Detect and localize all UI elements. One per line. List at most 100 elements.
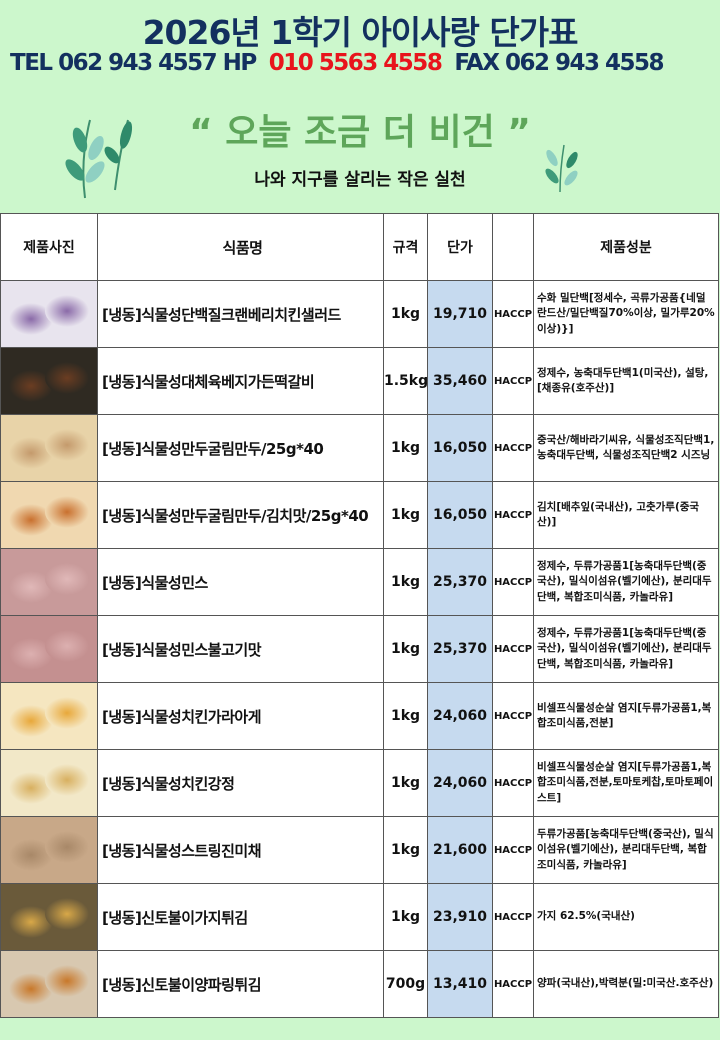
product-name: [냉동]식물성스트링진미채 [97, 816, 384, 884]
hp-number: 010 5563 4558 [268, 50, 443, 76]
product-spec: 1kg [383, 548, 428, 616]
product-name: [냉동]식물성치킨가라아게 [97, 682, 384, 750]
product-price: 13,410 [427, 950, 493, 1018]
table-row: [냉동]식물성스트링진미채 1kg 21,600 HACCP 두류가공품[농축대… [0, 816, 719, 884]
fax-number: FAX 062 943 4558 [454, 50, 664, 76]
leaf-sprig-icon [545, 144, 578, 193]
table-row: [냉동]식물성치킨가라아게 1kg 24,060 HACCP 비셀프식물성순살 … [0, 682, 719, 750]
product-photo-image [1, 616, 97, 682]
product-name: [냉동]신토불이가지튀김 [97, 883, 384, 951]
column-header-photo: 제품사진 [0, 213, 98, 281]
product-spec: 1.5kg [383, 347, 428, 415]
product-spec: 700g [383, 950, 428, 1018]
haccp-cert: HACCP [492, 481, 534, 549]
column-header-price: 단가 [427, 213, 493, 281]
product-photo [0, 347, 98, 415]
table-row: [냉동]식물성민스불고기맛 1kg 25,370 HACCP 정제수, 두류가공… [0, 615, 719, 683]
product-ingredients: 정제수, 두류가공품1[농축대두단백(중국산), 밀식이섬유(벨기에산), 분리… [533, 548, 719, 616]
product-photo [0, 414, 98, 482]
product-photo-image [1, 348, 97, 414]
product-ingredients: 수화 밀단백[정세수, 곡류가공품{네덜란드산/밀단백질70%이상, 밀가루20… [533, 280, 719, 348]
product-photo-image [1, 683, 97, 749]
hp-label: HP [222, 50, 258, 76]
haccp-cert: HACCP [492, 682, 534, 750]
product-photo-image [1, 884, 97, 950]
product-photo-image [1, 549, 97, 615]
slogan-subtitle: 나와 지구를 살리는 작은 실천 [254, 170, 466, 190]
product-ingredients: 비셀프식물성순살 염지[두류가공품1,복합조미식품,전분] [533, 682, 719, 750]
haccp-cert: HACCP [492, 347, 534, 415]
product-photo-image [1, 415, 97, 481]
product-price: 25,370 [427, 548, 493, 616]
haccp-cert: HACCP [492, 883, 534, 951]
product-photo [0, 682, 98, 750]
table-header-row: 제품사진 식품명 규격 단가 제품성분 [0, 213, 719, 281]
column-header-ingredients: 제품성분 [533, 213, 719, 281]
product-ingredients: 비셀프식물성순살 염지[두류가공품1,복합조미식품,전분,토마토케찹,토마토페이… [533, 749, 719, 817]
product-spec: 1kg [383, 280, 428, 348]
contact-line: TEL 062 943 4557 HP 010 5563 4558 FAX 06… [10, 50, 710, 76]
product-ingredients: 중국산/해바라기씨유, 식물성조직단백1, 농축대두단백, 식물성조직단백2 시… [533, 414, 719, 482]
slogan: “ 오늘 조금 더 비건 ” [189, 112, 531, 153]
product-spec: 1kg [383, 481, 428, 549]
table-row: [냉동]식물성만두굴림만두/25g*40 1kg 16,050 HACCP 중국… [0, 414, 719, 482]
haccp-cert: HACCP [492, 414, 534, 482]
product-spec: 1kg [383, 682, 428, 750]
product-spec: 1kg [383, 414, 428, 482]
product-price: 23,910 [427, 883, 493, 951]
product-name: [냉동]식물성만두굴림만두/김치맛/25g*40 [97, 481, 384, 549]
product-photo-image [1, 750, 97, 816]
table-row: [냉동]식물성민스 1kg 25,370 HACCP 정제수, 두류가공품1[농… [0, 548, 719, 616]
product-photo [0, 749, 98, 817]
tel-number: TEL 062 943 4557 [10, 50, 218, 76]
column-header-cert [492, 213, 534, 281]
product-price: 21,600 [427, 816, 493, 884]
product-price: 24,060 [427, 682, 493, 750]
product-photo-image [1, 482, 97, 548]
column-header-spec: 규격 [383, 213, 428, 281]
product-photo-image [1, 951, 97, 1017]
product-price: 25,370 [427, 615, 493, 683]
table-row: [냉동]식물성만두굴림만두/김치맛/25g*40 1kg 16,050 HACC… [0, 481, 719, 549]
product-photo [0, 816, 98, 884]
table-row: [냉동]식물성단백질크랜베리치킨샐러드 1kg 19,710 HACCP 수화 … [0, 280, 719, 348]
haccp-cert: HACCP [492, 280, 534, 348]
product-price: 16,050 [427, 481, 493, 549]
product-spec: 1kg [383, 816, 428, 884]
product-ingredients: 정제수, 농축대두단백1(미국산), 설탕,[채종유(호주산)] [533, 347, 719, 415]
product-name: [냉동]식물성치킨강정 [97, 749, 384, 817]
table-row: [냉동]신토불이가지튀김 1kg 23,910 HACCP 가지 62.5%(국… [0, 883, 719, 951]
product-spec: 1kg [383, 749, 428, 817]
product-photo-image [1, 281, 97, 347]
product-name: [냉동]신토불이양파링튀김 [97, 950, 384, 1018]
haccp-cert: HACCP [492, 749, 534, 817]
haccp-cert: HACCP [492, 548, 534, 616]
product-ingredients: 두류가공품[농축대두단백(중국산), 밀식이섬유(벨기에산), 분리대두단백, … [533, 816, 719, 884]
product-photo-image [1, 817, 97, 883]
leaf-branch-icon [65, 119, 133, 199]
column-header-name: 식품명 [97, 213, 384, 281]
product-name: [냉동]식물성만두굴림만두/25g*40 [97, 414, 384, 482]
table-row: [냉동]식물성치킨강정 1kg 24,060 HACCP 비셀프식물성순살 염지… [0, 749, 719, 817]
product-name: [냉동]식물성민스불고기맛 [97, 615, 384, 683]
product-ingredients: 양파(국내산),박력분(밀:미국산.호주산) [533, 950, 719, 1018]
product-ingredients: 김치[배추잎(국내산), 고춧가루(중국산)] [533, 481, 719, 549]
product-photo [0, 950, 98, 1018]
page-title: 2026년 1학기 아이사랑 단가표 [142, 13, 579, 52]
product-ingredients: 가지 62.5%(국내산) [533, 883, 719, 951]
product-price: 24,060 [427, 749, 493, 817]
haccp-cert: HACCP [492, 816, 534, 884]
table-row: [냉동]식물성대체육베지가든떡갈비 1.5kg 35,460 HACCP 정제수… [0, 347, 719, 415]
product-price: 16,050 [427, 414, 493, 482]
product-photo [0, 548, 98, 616]
product-photo [0, 883, 98, 951]
product-spec: 1kg [383, 615, 428, 683]
product-ingredients: 정제수, 두류가공품1[농축대두단백(중국산), 밀식이섬유(벨기에산), 분리… [533, 615, 719, 683]
price-table: 제품사진 식품명 규격 단가 제품성분 [냉동]식물성단백질크랜베리치킨샐러드 … [0, 213, 719, 1018]
product-photo [0, 615, 98, 683]
table-row: [냉동]신토불이양파링튀김 700g 13,410 HACCP 양파(국내산),… [0, 950, 719, 1018]
product-photo [0, 280, 98, 348]
product-spec: 1kg [383, 883, 428, 951]
product-name: [냉동]식물성단백질크랜베리치킨샐러드 [97, 280, 384, 348]
product-price: 35,460 [427, 347, 493, 415]
